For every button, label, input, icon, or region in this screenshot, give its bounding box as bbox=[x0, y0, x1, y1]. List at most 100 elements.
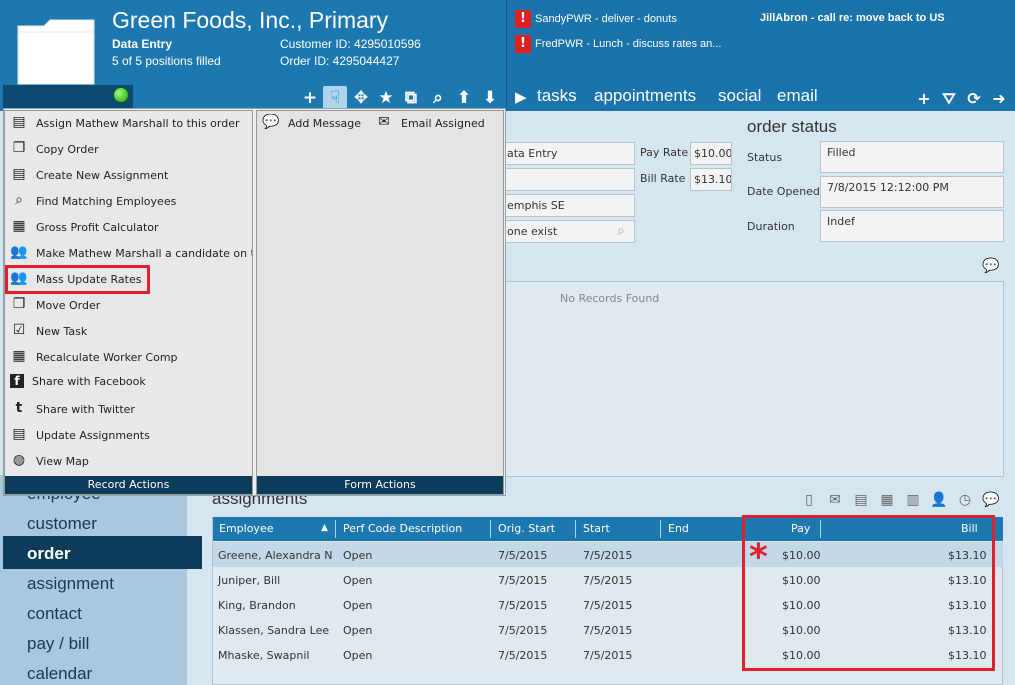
arrow-right-icon[interactable]: ➜ bbox=[992, 89, 1006, 108]
menu-item-add-message[interactable]: 💬 Add Message bbox=[262, 114, 362, 130]
speech-bubble-icon: 💬 bbox=[262, 114, 280, 130]
sidebar-item-customer[interactable]: customer bbox=[27, 514, 97, 533]
calculator-icon: ▦ bbox=[12, 218, 26, 234]
cell-orig-start: 7/5/2015 bbox=[498, 574, 548, 587]
sidebar-item-order[interactable]: order bbox=[27, 544, 71, 563]
menu-item-mass-update-rates[interactable]: 👥 Mass Update Rates bbox=[10, 270, 142, 286]
menu-item-new-task[interactable]: ☑ New Task bbox=[10, 322, 252, 344]
alert-item-bold[interactable]: JillAbron - call re: move back to US bbox=[760, 12, 945, 24]
alert-item[interactable]: FredPWR - Lunch - discuss rates an... bbox=[535, 38, 722, 50]
filter-icon[interactable]: ⛛ bbox=[942, 89, 956, 108]
status-field[interactable]: Filled bbox=[820, 141, 1004, 173]
pointer-icon[interactable]: ☟ bbox=[329, 88, 341, 108]
clock-icon[interactable]: ◷ bbox=[958, 492, 972, 508]
email-icon[interactable]: ✉ bbox=[829, 492, 841, 508]
globe-icon: ◍ bbox=[12, 452, 26, 468]
menu-item-view-map[interactable]: ◍ View Map bbox=[10, 452, 252, 474]
cell-perf: Open bbox=[343, 599, 373, 612]
column-header-bill[interactable]: Bill bbox=[961, 522, 978, 535]
order-id: Order ID: 4295044427 bbox=[280, 54, 400, 68]
column-header-end[interactable]: End bbox=[668, 522, 689, 535]
tab-tasks[interactable]: tasks bbox=[537, 86, 577, 105]
menu-item-update-assignments[interactable]: ▤ Update Assignments bbox=[10, 426, 252, 448]
tab-social[interactable]: social bbox=[718, 86, 762, 105]
bill-rate-field[interactable]: $13.10 bbox=[690, 168, 732, 191]
column-header-employee[interactable]: Employee bbox=[219, 522, 274, 535]
alert-icon: ! bbox=[515, 35, 531, 53]
external-link-icon[interactable]: ⧉ bbox=[404, 88, 418, 108]
column-header-perf-code[interactable]: Perf Code Description bbox=[343, 522, 463, 535]
cell-pay: $10.00 bbox=[782, 574, 821, 587]
cell-orig-start: 7/5/2015 bbox=[498, 649, 548, 662]
column-header-start[interactable]: Start bbox=[583, 522, 610, 535]
highlight-rates-box bbox=[742, 515, 995, 671]
card-icon[interactable]: ▦ bbox=[880, 492, 894, 508]
menu-item-share-twitter[interactable]: t Share with Twitter bbox=[10, 400, 252, 422]
document-icon[interactable]: ▯ bbox=[805, 492, 813, 508]
date-opened-field[interactable]: 7/8/2015 12:12:00 PM bbox=[820, 176, 1004, 208]
menu-item-recalculate[interactable]: ▦ Recalculate Worker Comp bbox=[10, 348, 252, 370]
menu-item-assign[interactable]: ▤ Assign Mathew Marshall to this order bbox=[10, 114, 252, 136]
order-field[interactable]: one exist bbox=[500, 220, 635, 243]
sort-asc-icon[interactable]: ▲ bbox=[321, 523, 328, 533]
highlight-mass-update bbox=[5, 265, 150, 294]
sidebar-item-contact[interactable]: contact bbox=[27, 604, 82, 623]
folder-icon bbox=[17, 19, 95, 85]
tab-email[interactable]: email bbox=[777, 86, 818, 105]
puzzle-icon[interactable]: ✥ bbox=[353, 88, 369, 108]
arrow-up-icon[interactable]: ⬆ bbox=[456, 88, 472, 108]
duration-field[interactable]: Indef bbox=[820, 210, 1004, 242]
alert-item[interactable]: SandyPWR - deliver - donuts bbox=[535, 13, 677, 25]
arrow-down-icon[interactable]: ⬇ bbox=[482, 88, 498, 108]
menu-item-create-assignment[interactable]: ▤ Create New Assignment bbox=[10, 166, 252, 188]
cell-pay: $10.00 bbox=[782, 549, 821, 562]
bill-rate-label: Bill Rate bbox=[640, 172, 686, 185]
play-icon[interactable]: ▶ bbox=[515, 89, 527, 106]
user-icon[interactable]: 👤 bbox=[930, 492, 948, 508]
comment-icon[interactable]: 💬 bbox=[982, 258, 1000, 274]
company-name: Green Foods, Inc., Primary bbox=[112, 7, 389, 33]
menu-item-email-assigned[interactable]: ✉ Email Assigned bbox=[375, 114, 500, 136]
card-icon[interactable]: ▤ bbox=[854, 492, 868, 508]
star-icon[interactable]: ★ bbox=[378, 88, 394, 108]
menu-item-move-order[interactable]: ❐ Move Order bbox=[10, 296, 252, 318]
column-header-pay[interactable]: Pay bbox=[791, 522, 811, 535]
clipboard-icon[interactable]: ▥ bbox=[906, 492, 920, 508]
cell-start: 7/5/2015 bbox=[583, 649, 633, 662]
sidebar-item-pay-bill[interactable]: pay / bill bbox=[27, 634, 90, 653]
status-label: Status bbox=[747, 151, 783, 164]
refresh-icon[interactable]: ⟳ bbox=[967, 89, 981, 108]
sidebar-item-calendar[interactable]: calendar bbox=[27, 664, 93, 683]
search-icon[interactable]: ⌕ bbox=[617, 223, 625, 239]
menu-item-find-matching[interactable]: ⌕ Find Matching Employees bbox=[10, 192, 252, 214]
order-field[interactable]: emphis SE bbox=[500, 194, 635, 217]
add-icon[interactable]: + bbox=[302, 88, 318, 108]
calculator-icon: ▦ bbox=[12, 348, 26, 364]
record-header: Green Foods, Inc., Primary Data Entry 5 … bbox=[0, 0, 507, 111]
tab-appointments[interactable]: appointments bbox=[594, 86, 697, 105]
menu-item-share-facebook[interactable]: f Share with Facebook bbox=[10, 374, 252, 396]
cell-bill: $13.10 bbox=[948, 574, 987, 587]
cell-bill: $13.10 bbox=[948, 649, 987, 662]
sidebar-item-assignment[interactable]: assignment bbox=[27, 574, 114, 593]
order-field[interactable] bbox=[500, 168, 635, 191]
pay-rate-field[interactable]: $10.00 bbox=[690, 142, 732, 165]
cell-perf: Open bbox=[343, 574, 373, 587]
document-list-icon: ▤ bbox=[12, 114, 26, 130]
table-row[interactable] bbox=[213, 542, 1003, 567]
grid-header bbox=[213, 517, 1003, 541]
cell-perf: Open bbox=[343, 624, 373, 637]
column-header-orig-start[interactable]: Orig. Start bbox=[498, 522, 556, 535]
menu-item-make-candidate[interactable]: 👥 Make Mathew Marshall a candidate on t bbox=[10, 244, 252, 260]
cell-perf: Open bbox=[343, 549, 373, 562]
search-icon[interactable]: ⌕ bbox=[433, 88, 443, 108]
cell-perf: Open bbox=[343, 649, 373, 662]
cell-start: 7/5/2015 bbox=[583, 624, 633, 637]
duration-label: Duration bbox=[747, 220, 795, 233]
menu-item-gross-profit[interactable]: ▦ Gross Profit Calculator bbox=[10, 218, 252, 240]
column-separator bbox=[820, 520, 821, 538]
menu-item-copy-order[interactable]: ❐ Copy Order bbox=[10, 140, 252, 162]
comment-icon[interactable]: 💬 bbox=[982, 492, 1000, 508]
order-field[interactable]: ata Entry bbox=[500, 142, 635, 165]
add-icon[interactable]: + bbox=[917, 89, 931, 108]
